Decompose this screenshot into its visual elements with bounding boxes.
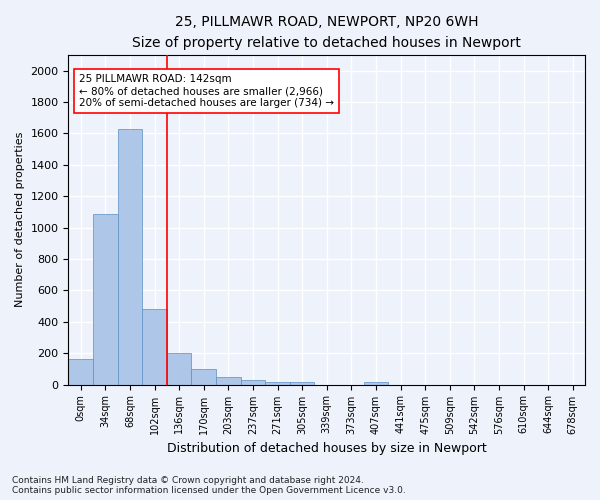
- Title: 25, PILLMAWR ROAD, NEWPORT, NP20 6WH
Size of property relative to detached house: 25, PILLMAWR ROAD, NEWPORT, NP20 6WH Siz…: [132, 15, 521, 50]
- Text: Contains HM Land Registry data © Crown copyright and database right 2024.
Contai: Contains HM Land Registry data © Crown c…: [12, 476, 406, 495]
- Bar: [93, 214, 118, 384]
- Bar: [216, 377, 241, 384]
- Bar: [241, 380, 265, 384]
- X-axis label: Distribution of detached houses by size in Newport: Distribution of detached houses by size …: [167, 442, 487, 455]
- Bar: [68, 358, 93, 384]
- Y-axis label: Number of detached properties: Number of detached properties: [15, 132, 25, 308]
- Bar: [118, 130, 142, 384]
- Bar: [191, 369, 216, 384]
- Text: 25 PILLMAWR ROAD: 142sqm
← 80% of detached houses are smaller (2,966)
20% of sem: 25 PILLMAWR ROAD: 142sqm ← 80% of detach…: [79, 74, 334, 108]
- Bar: [167, 353, 191, 384]
- Bar: [290, 382, 314, 384]
- Bar: [142, 309, 167, 384]
- Bar: [364, 382, 388, 384]
- Bar: [265, 382, 290, 384]
